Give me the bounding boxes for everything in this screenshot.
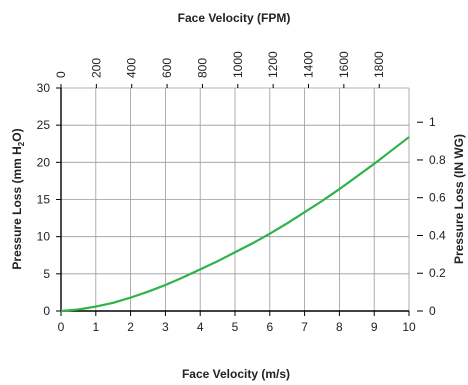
x-top-tick-label: 1400 [301,51,315,78]
x-tick-label: 1 [92,320,99,334]
x-top-tick-label: 0 [54,71,68,78]
x-tick-label: 3 [162,320,169,334]
y-tick-label: 20 [37,155,51,169]
x-axis-title: Face Velocity (m/s) [182,367,290,381]
x-top-axis-title: Face Velocity (FPM) [178,11,291,25]
y-tick-label: 5 [43,267,50,281]
x-tick-label: 8 [336,320,343,334]
x-top-tick-label: 1800 [372,51,386,78]
x-tick-label: 6 [266,320,273,334]
x-top-tick-label: 1200 [266,51,280,78]
x-tick-label: 2 [127,320,134,334]
y-right-tick-label: 0.2 [429,266,446,280]
x-tick-label: 10 [402,320,416,334]
x-top-tick-label: 400 [125,58,139,78]
x-top-tick-label: 1600 [337,51,351,78]
y-tick-label: 0 [43,304,50,318]
y-tick-label: 25 [37,118,51,132]
y-right-tick-label: 0.8 [429,153,446,167]
y-right-tick-label: 1 [429,115,436,129]
y-axis-title-left: Pressure Loss (mm H2O) [10,128,26,269]
x-top-tick-label: 600 [160,58,174,78]
x-tick-label: 7 [301,320,308,334]
x-top-tick-label: 800 [195,58,209,78]
x-top-tick-label: 200 [89,58,103,78]
x-top-tick-label: 1000 [231,51,245,78]
y-tick-label: 30 [37,81,51,95]
y-axis-title-right: Pressure Loss (IN WG) [452,134,466,264]
x-tick-label: 5 [232,320,239,334]
y-right-tick-label: 0 [429,304,436,318]
x-tick-label: 4 [197,320,204,334]
y-tick-label: 15 [37,193,51,207]
y-right-tick-label: 0.4 [429,228,446,242]
y-right-tick-label: 0.6 [429,191,446,205]
x-tick-label: 9 [371,320,378,334]
y-tick-label: 10 [37,230,51,244]
x-tick-label: 0 [58,320,65,334]
series-line [60,136,410,313]
